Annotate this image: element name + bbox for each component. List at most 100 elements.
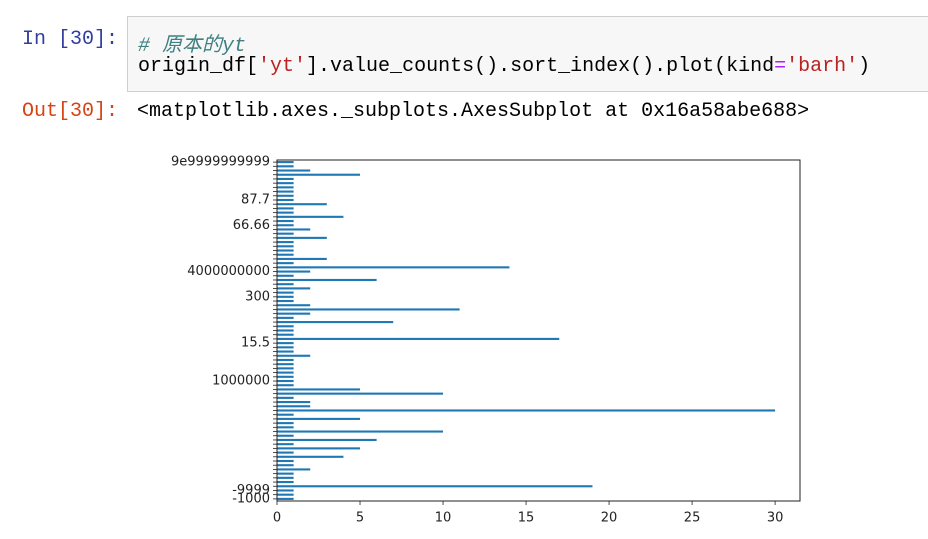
code-token: origin_df[ (138, 55, 259, 78)
x-tick-label: 0 (273, 511, 281, 526)
bar (277, 312, 311, 315)
bar (277, 329, 294, 332)
output-text: <matplotlib.axes._subplots.AxesSubplot a… (137, 100, 810, 123)
bar (277, 207, 294, 210)
bar (277, 375, 294, 378)
bar (277, 291, 294, 294)
axes-frame (276, 159, 801, 502)
bar (277, 190, 294, 193)
y-tick-label: 15.5 (241, 336, 270, 351)
bar (277, 468, 311, 471)
bar (277, 333, 294, 336)
code-comment: # 原本的yt (138, 35, 247, 58)
bar (277, 211, 294, 214)
bar (277, 161, 294, 164)
bar (277, 379, 294, 383)
y-tick-label: 4000000000 (187, 264, 270, 279)
out-prompt: Out[30]: (22, 100, 119, 123)
code-line: origin_df['yt'].value_counts().sort_inde… (138, 55, 870, 78)
bar (277, 321, 394, 324)
bar (277, 257, 327, 260)
bar (277, 194, 294, 197)
y-tick-label: 87.7 (241, 192, 270, 207)
x-tick-label: 30 (767, 511, 784, 526)
code-cell[interactable]: # 原本的yt origin_df['yt'].value_counts().s… (127, 16, 928, 92)
bar (277, 405, 311, 408)
bar (277, 308, 460, 311)
bar (277, 215, 344, 218)
bar (277, 287, 311, 290)
x-tick-label: 5 (356, 511, 364, 526)
x-tick-label: 20 (601, 511, 618, 526)
bar (277, 228, 311, 231)
bar (277, 413, 294, 416)
bar (277, 270, 311, 273)
y-tick-label: 66.66 (233, 218, 270, 233)
bar (277, 459, 294, 463)
bar (277, 236, 327, 239)
bar (277, 455, 344, 458)
y-tick-label: 9e9999999999 (171, 155, 270, 170)
bar (277, 283, 294, 286)
bar (277, 367, 294, 370)
bar (277, 481, 294, 484)
bar (277, 177, 294, 180)
bar (277, 401, 311, 404)
bar (277, 426, 294, 429)
bar (277, 266, 510, 269)
bar (277, 476, 294, 479)
bar (277, 337, 560, 340)
bar (277, 274, 294, 277)
bar (277, 232, 294, 235)
bar (277, 392, 444, 395)
bar (277, 316, 294, 319)
bar (277, 464, 294, 467)
bar (277, 249, 294, 252)
bar (277, 182, 294, 185)
code-token: ].value_counts().sort_index().plot(kind (306, 55, 775, 78)
bar (277, 363, 294, 366)
y-tick-label: -9999 (232, 483, 270, 498)
bar (277, 325, 294, 328)
bar (277, 262, 294, 265)
bar (277, 384, 294, 387)
bar (277, 203, 327, 206)
bar (277, 295, 294, 298)
bar (277, 396, 294, 399)
bar (277, 173, 361, 176)
bar (277, 354, 311, 357)
bar (277, 350, 294, 353)
bar (277, 497, 294, 500)
bar (277, 253, 294, 256)
bar (277, 342, 294, 345)
code-token: 'yt' (258, 55, 307, 78)
bar (277, 358, 294, 362)
bar (277, 434, 294, 437)
bar (277, 371, 294, 374)
bar (277, 493, 294, 496)
bar (277, 224, 294, 227)
code-token: = (774, 55, 787, 78)
bar (277, 198, 294, 202)
bar (277, 417, 361, 420)
code-token: ) (858, 55, 871, 78)
bar (277, 241, 294, 244)
in-prompt: In [30]: (22, 28, 119, 51)
bar (277, 346, 294, 349)
bar (277, 447, 361, 450)
code-token: 'barh' (786, 55, 859, 78)
bar (277, 422, 294, 425)
x-tick-label: 15 (518, 511, 535, 526)
bar (277, 299, 294, 303)
bar (277, 409, 776, 412)
bar (277, 278, 377, 282)
bar (277, 169, 311, 172)
bar (277, 304, 311, 307)
bar (277, 451, 294, 454)
x-tick-label: 25 (684, 511, 701, 526)
bar (277, 388, 361, 391)
y-tick-label: 300 (245, 289, 270, 304)
bar (277, 219, 294, 223)
bar (277, 165, 294, 168)
